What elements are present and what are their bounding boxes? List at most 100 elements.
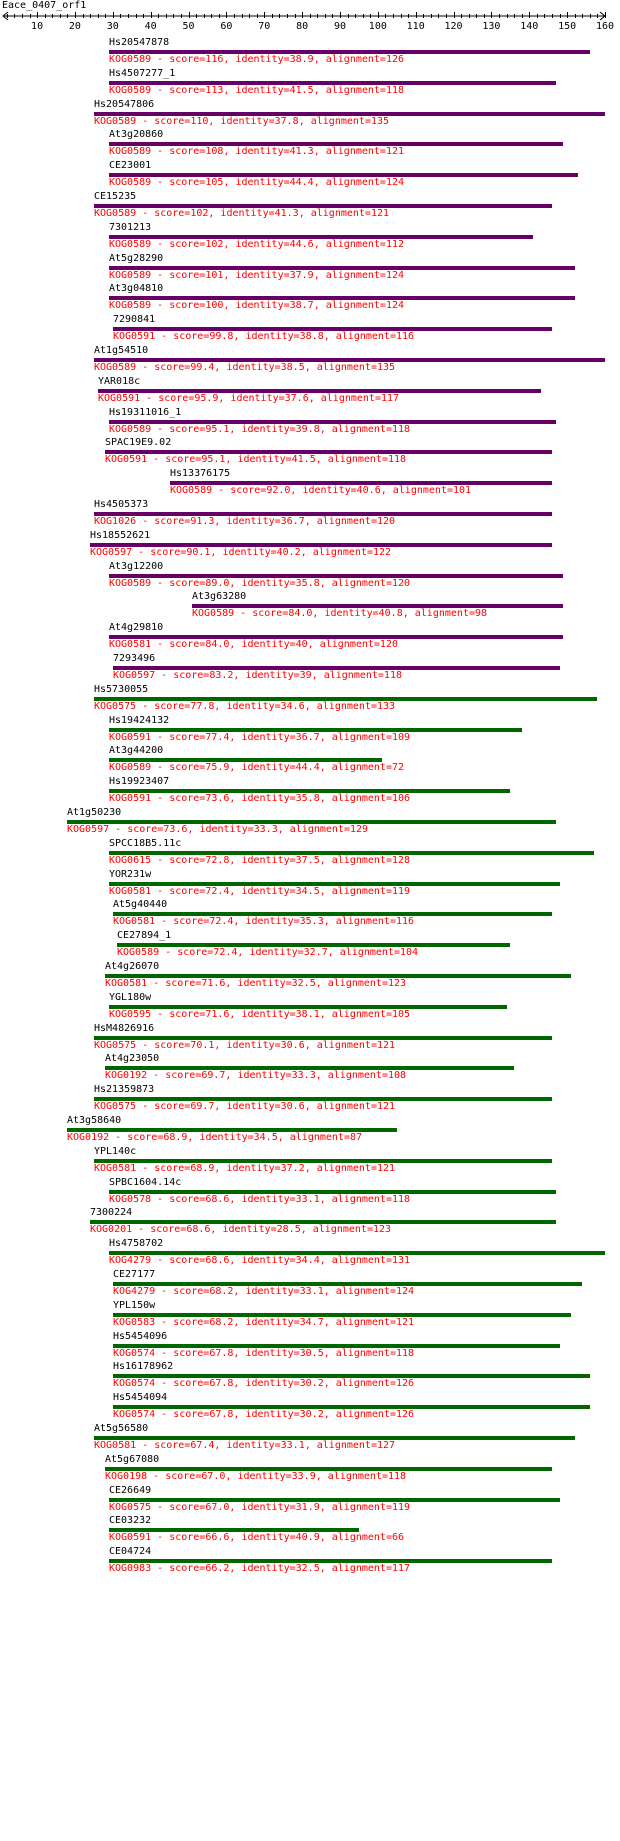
hit-name[interactable]: At5g67080 xyxy=(105,1454,160,1465)
hit-bar[interactable] xyxy=(105,450,552,454)
hit-name[interactable]: Hs13376175 xyxy=(170,468,231,479)
hit-name[interactable]: Hs20547806 xyxy=(94,99,155,110)
hit-name[interactable]: At3g12200 xyxy=(109,561,164,572)
hit-name[interactable]: At3g20860 xyxy=(109,129,164,140)
hit-name[interactable]: YPL150w xyxy=(113,1300,156,1311)
hit-bar[interactable] xyxy=(113,1374,590,1378)
hit-bar[interactable] xyxy=(170,481,552,485)
hit-bar[interactable] xyxy=(67,820,556,824)
hit-bar[interactable] xyxy=(109,296,575,300)
hit-name[interactable]: At1g50230 xyxy=(67,807,122,818)
hit-name[interactable]: Hs19424132 xyxy=(109,715,170,726)
hit-bar[interactable] xyxy=(109,1251,605,1255)
hit-name[interactable]: CE04724 xyxy=(109,1546,152,1557)
hit-name[interactable]: At5g56580 xyxy=(94,1423,149,1434)
hit-name[interactable]: 7293496 xyxy=(113,653,156,664)
hit-name[interactable]: Hs4505373 xyxy=(94,499,149,510)
hit-name[interactable]: At3g58640 xyxy=(67,1115,122,1126)
hit-name[interactable]: CE27894_1 xyxy=(117,930,172,941)
hit-bar[interactable] xyxy=(98,389,541,393)
hit-bar[interactable] xyxy=(113,666,560,670)
hit-bar[interactable] xyxy=(109,266,575,270)
hit-name[interactable]: CE23001 xyxy=(109,160,152,171)
hit-name[interactable]: At4g23050 xyxy=(105,1053,160,1064)
hit-bar[interactable] xyxy=(109,789,510,793)
hit-bar[interactable] xyxy=(113,1344,560,1348)
hit-bar[interactable] xyxy=(94,1097,552,1101)
hit-bar[interactable] xyxy=(113,1282,582,1286)
hit-name[interactable]: CE15235 xyxy=(94,191,137,202)
hit-bar[interactable] xyxy=(109,1559,552,1563)
hit-name[interactable]: At1g54510 xyxy=(94,345,149,356)
hit-bar[interactable] xyxy=(94,1436,575,1440)
hit-name[interactable]: Hs5454094 xyxy=(113,1392,168,1403)
hit-bar[interactable] xyxy=(105,1467,552,1471)
hit-name[interactable]: At4g29810 xyxy=(109,622,164,633)
hit-name[interactable]: CE27177 xyxy=(113,1269,156,1280)
hit-name[interactable]: Hs20547878 xyxy=(109,37,170,48)
hit-name[interactable]: Hs19311016_1 xyxy=(109,407,182,418)
hit-name[interactable]: Hs5730055 xyxy=(94,684,149,695)
hit-bar[interactable] xyxy=(109,1190,556,1194)
hit-name[interactable]: At3g63280 xyxy=(192,591,247,602)
hit-name[interactable]: At5g40440 xyxy=(113,899,168,910)
hit-bar[interactable] xyxy=(109,81,556,85)
hit-bar[interactable] xyxy=(109,574,563,578)
hit-bar[interactable] xyxy=(113,327,552,331)
hit-name[interactable]: YGL180w xyxy=(109,992,152,1003)
hit-bar[interactable] xyxy=(109,173,578,177)
hit-name[interactable]: At4g26070 xyxy=(105,961,160,972)
hit-name[interactable]: SPCC18B5.11c xyxy=(109,838,182,849)
hit-bar[interactable] xyxy=(109,420,556,424)
hit-name[interactable]: SPBC1604.14c xyxy=(109,1177,182,1188)
hit-bar[interactable] xyxy=(109,50,590,54)
hit-name[interactable]: YOR231w xyxy=(109,869,152,880)
hit-name[interactable]: 7300224 xyxy=(90,1207,133,1218)
hit-name[interactable]: Hs4758702 xyxy=(109,1238,164,1249)
hit-bar[interactable] xyxy=(94,112,605,116)
hit-bar[interactable] xyxy=(117,943,510,947)
hit-bar[interactable] xyxy=(109,851,594,855)
hit-bar[interactable] xyxy=(109,635,563,639)
hit-name[interactable]: Hs16178962 xyxy=(113,1361,174,1372)
hit-name[interactable]: Hs19923407 xyxy=(109,776,170,787)
hit-bar[interactable] xyxy=(113,1313,571,1317)
hit-bar[interactable] xyxy=(109,728,522,732)
hit-bar[interactable] xyxy=(94,1159,552,1163)
hit-name[interactable]: At3g04810 xyxy=(109,283,164,294)
hit-bar[interactable] xyxy=(109,882,560,886)
hit-name[interactable]: 7301213 xyxy=(109,222,152,233)
hit-bar[interactable] xyxy=(109,1498,560,1502)
hit-name[interactable]: Hs18552621 xyxy=(90,530,151,541)
hit-bar[interactable] xyxy=(109,235,533,239)
hit-name[interactable]: 7290841 xyxy=(113,314,156,325)
hit-bar[interactable] xyxy=(67,1128,397,1132)
hit-bar[interactable] xyxy=(109,1528,359,1532)
hit-bar[interactable] xyxy=(109,1005,507,1009)
hit-bar[interactable] xyxy=(113,912,552,916)
hit-name[interactable]: Hs4507277_1 xyxy=(109,68,176,79)
hit-name[interactable]: YAR018c xyxy=(98,376,141,387)
hit-bar[interactable] xyxy=(90,543,552,547)
hit-bar[interactable] xyxy=(94,358,605,362)
hit-name[interactable]: At5g28290 xyxy=(109,253,164,264)
hit-bar[interactable] xyxy=(109,758,382,762)
hit-bar[interactable] xyxy=(94,697,597,701)
hit-bar[interactable] xyxy=(105,974,571,978)
hit-bar[interactable] xyxy=(90,1220,556,1224)
hit-name[interactable]: CE03232 xyxy=(109,1515,152,1526)
hit-name[interactable]: Hs5454096 xyxy=(113,1331,168,1342)
hit-name[interactable]: Hs21359873 xyxy=(94,1084,155,1095)
hit-name[interactable]: CE26649 xyxy=(109,1485,152,1496)
hit-name[interactable]: SPAC19E9.02 xyxy=(105,437,172,448)
hit-bar[interactable] xyxy=(109,142,563,146)
hit-name[interactable]: HsM4826916 xyxy=(94,1023,155,1034)
hit-bar[interactable] xyxy=(113,1405,590,1409)
hit-bar[interactable] xyxy=(192,604,563,608)
hit-bar[interactable] xyxy=(94,512,552,516)
hit-bar[interactable] xyxy=(105,1066,514,1070)
hit-name[interactable]: At3g44200 xyxy=(109,745,164,756)
hit-bar[interactable] xyxy=(94,204,552,208)
hit-bar[interactable] xyxy=(94,1036,552,1040)
hit-name[interactable]: YPL140c xyxy=(94,1146,137,1157)
